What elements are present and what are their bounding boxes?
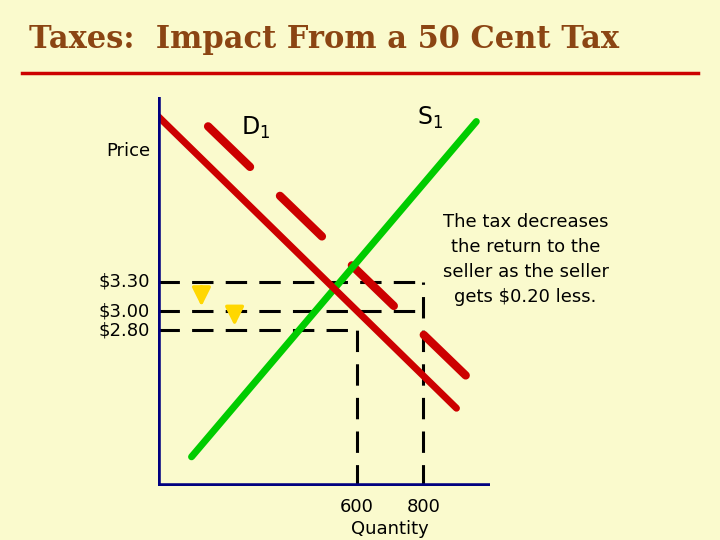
Text: $3.00: $3.00 — [99, 302, 150, 320]
Text: $\mathregular{S_1}$: $\mathregular{S_1}$ — [417, 105, 443, 131]
Text: 800: 800 — [406, 498, 441, 516]
Text: The tax decreases
the return to the
seller as the seller
gets $0.20 less.: The tax decreases the return to the sell… — [443, 213, 608, 306]
Text: Quantity: Quantity — [351, 520, 429, 538]
Text: Taxes:  Impact From a 50 Cent Tax: Taxes: Impact From a 50 Cent Tax — [29, 24, 618, 55]
Text: Price: Price — [106, 141, 150, 160]
Text: 600: 600 — [340, 498, 374, 516]
Text: $2.80: $2.80 — [99, 321, 150, 340]
Text: $\mathregular{D_1}$: $\mathregular{D_1}$ — [241, 114, 271, 141]
Text: $3.30: $3.30 — [99, 273, 150, 291]
